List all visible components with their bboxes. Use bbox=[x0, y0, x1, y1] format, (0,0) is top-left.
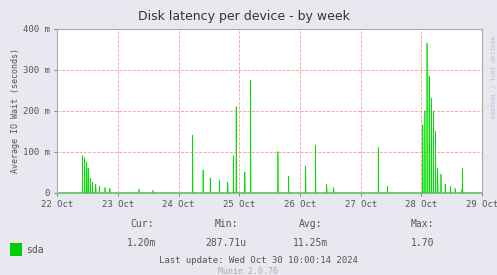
Text: Munin 2.0.76: Munin 2.0.76 bbox=[219, 267, 278, 275]
Text: Disk latency per device - by week: Disk latency per device - by week bbox=[138, 10, 349, 23]
Text: Cur:: Cur: bbox=[130, 219, 154, 229]
Text: 1.70: 1.70 bbox=[411, 238, 434, 248]
Text: Min:: Min: bbox=[214, 219, 238, 229]
Text: 11.25m: 11.25m bbox=[293, 238, 328, 248]
Text: sda: sda bbox=[26, 245, 43, 255]
Text: 287.71u: 287.71u bbox=[206, 238, 247, 248]
Text: Last update: Wed Oct 30 10:00:14 2024: Last update: Wed Oct 30 10:00:14 2024 bbox=[159, 257, 358, 265]
Y-axis label: Average IO Wait (seconds): Average IO Wait (seconds) bbox=[11, 48, 20, 173]
Text: Max:: Max: bbox=[411, 219, 434, 229]
Text: Avg:: Avg: bbox=[299, 219, 323, 229]
Text: 1.20m: 1.20m bbox=[127, 238, 157, 248]
Text: RRDTOOL / TOBI OETIKER: RRDTOOL / TOBI OETIKER bbox=[491, 36, 496, 118]
